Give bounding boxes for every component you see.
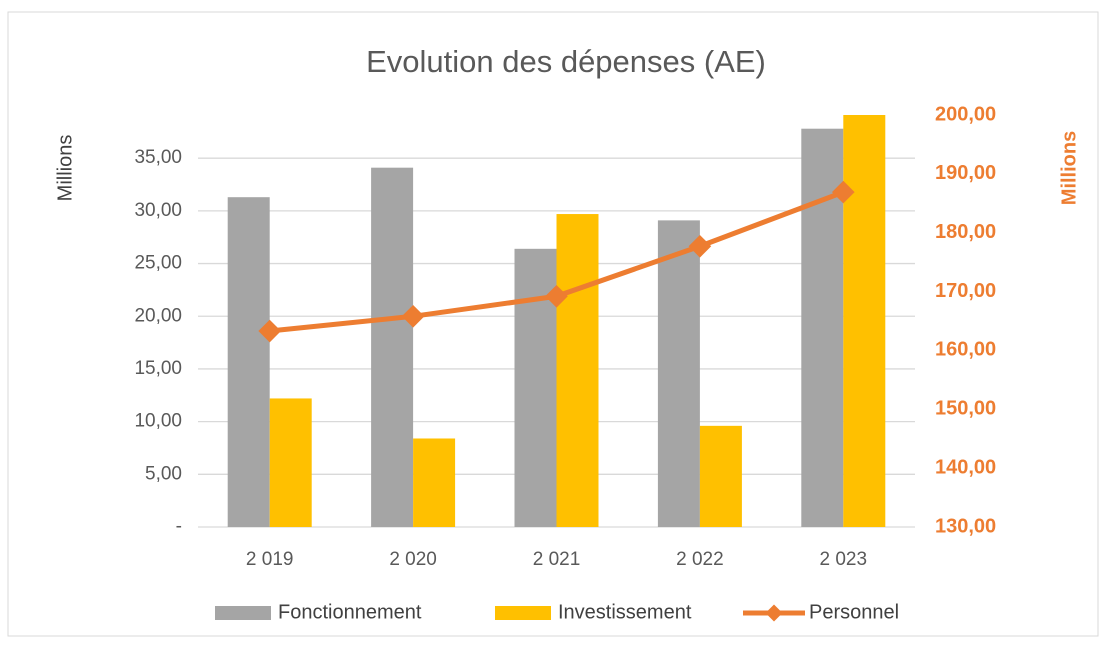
x-tick-label: 2 020 [389,549,437,570]
bar [657,220,700,527]
bar [269,398,312,527]
x-tick-label: 2 019 [246,549,294,570]
bar [699,425,742,527]
y-tick-label: 10,00 [134,411,182,432]
y-tick-label: 35,00 [134,147,182,168]
x-tick-label: 2 021 [533,549,581,570]
y2-axis-title: Millions [1058,131,1080,205]
y2-tick-label: 130,00 [935,515,996,537]
y2-tick-label: 190,00 [935,162,996,184]
bar [556,214,599,528]
y2-tick-label: 180,00 [935,221,996,243]
y2-tick-label: 200,00 [935,103,996,125]
y-tick-label: 5,00 [145,463,182,484]
legend-label: Investissement [558,601,692,623]
y-tick-label: 25,00 [134,253,182,274]
x-tick-label: 2 023 [820,549,868,570]
y2-tick-label: 150,00 [935,398,996,420]
y2-tick-label: 160,00 [935,339,996,361]
marker [545,284,568,308]
y-tick-label: 15,00 [134,358,182,379]
y-tick-label: - [176,516,182,537]
marker [401,304,425,328]
legend-label: Personnel [809,601,899,623]
y-tick-label: 30,00 [134,200,182,221]
y-axis-title: Millions [54,135,76,202]
y2-tick-label: 170,00 [935,280,996,302]
marker [258,319,282,343]
y-tick-label: 20,00 [134,305,182,326]
legend-label: Fonctionnement [278,601,422,623]
y2-tick-label: 140,00 [935,456,996,478]
legend-marker [765,604,783,622]
bar [413,438,456,527]
bar [514,248,557,527]
legend-swatch [495,606,551,620]
bar [843,115,886,527]
bar [371,167,414,527]
bar [227,197,270,527]
legend-swatch [215,606,271,620]
x-tick-label: 2 022 [676,549,724,570]
chart-title: Evolution des dépenses (AE) [366,44,766,79]
